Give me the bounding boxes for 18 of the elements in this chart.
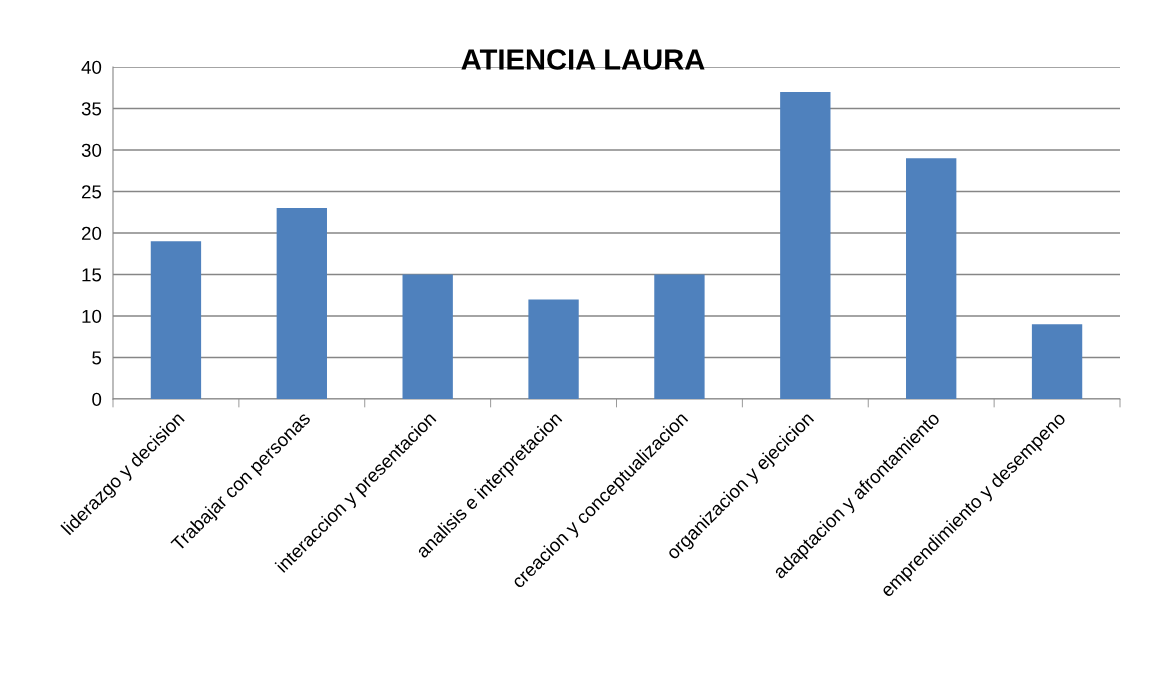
bar: [528, 299, 579, 399]
y-tick-label: 25: [81, 185, 102, 199]
y-tick-label: 10: [82, 309, 102, 323]
bar: [780, 91, 831, 399]
y-tick-label: 5: [92, 351, 102, 365]
bar: [402, 274, 453, 399]
bar: [150, 241, 202, 399]
chart-title: ATIENCIA LAURA: [461, 49, 705, 70]
y-tick-label: 20: [81, 226, 102, 240]
bar: [906, 158, 957, 399]
y-tick-label: 30: [81, 143, 102, 157]
bar: [1031, 324, 1083, 399]
bar: [654, 274, 705, 399]
y-tick-label: 15: [82, 268, 102, 282]
y-tick-label: 35: [81, 102, 102, 116]
bar: [276, 208, 327, 399]
y-tick-label: 0: [92, 392, 102, 406]
y-tick-label: 40: [81, 60, 102, 74]
